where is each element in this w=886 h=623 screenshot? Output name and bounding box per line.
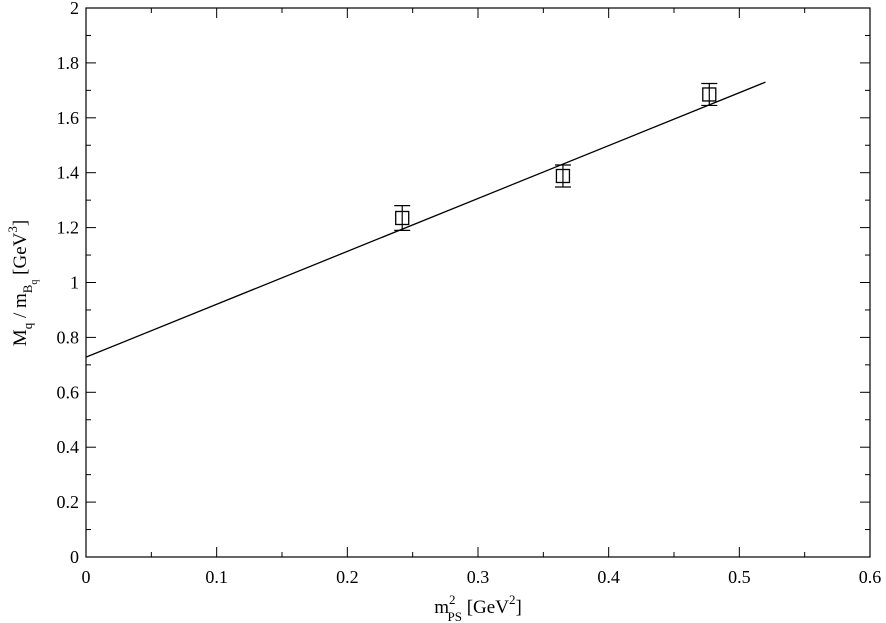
data-point-square — [395, 210, 410, 226]
data-point-square — [702, 87, 717, 102]
x-tick-label: 0.1 — [205, 567, 228, 587]
x-axis-label: m2 PS [GeV2] — [434, 592, 522, 623]
x-tick-label: 0.5 — [728, 567, 751, 587]
fit-line-group — [85, 81, 766, 358]
plot-frame — [85, 7, 871, 558]
y-tick-label: 1.8 — [57, 53, 80, 73]
x-tick-label: 0.3 — [467, 567, 490, 587]
y-tick-label: 0 — [70, 547, 79, 567]
data-points — [394, 82, 718, 231]
y-tick-label: 1.2 — [57, 218, 80, 238]
y-tick-labels: 0 0.2 0.4 0.6 0.8 1 1.2 1.4 1.6 1.8 2 — [57, 0, 80, 567]
y-tick-label: 2 — [70, 0, 79, 18]
y-tick-label: 0.6 — [57, 382, 80, 402]
y-tick-label: 0.8 — [57, 327, 80, 347]
x-tick-labels: 0 0.1 0.2 0.3 0.4 0.5 0.6 — [82, 567, 882, 587]
y-tick-label: 1 — [70, 273, 79, 293]
y-tick-label: 0.2 — [57, 492, 80, 512]
x-tick-label: 0.6 — [859, 567, 882, 587]
data-point-square — [555, 168, 571, 184]
x-tick-label: 0 — [82, 567, 91, 587]
y-axis-label: Mq / mBq [GeV3] — [5, 220, 40, 346]
fit-line — [85, 81, 766, 358]
y-tick-label: 1.6 — [57, 108, 80, 128]
y-tick-label: 0.4 — [57, 437, 80, 457]
x-tick-label: 0.2 — [336, 567, 359, 587]
x-tick-label: 0.4 — [597, 567, 620, 587]
axis-ticks — [85, 7, 871, 558]
y-tick-label: 1.4 — [57, 163, 80, 183]
